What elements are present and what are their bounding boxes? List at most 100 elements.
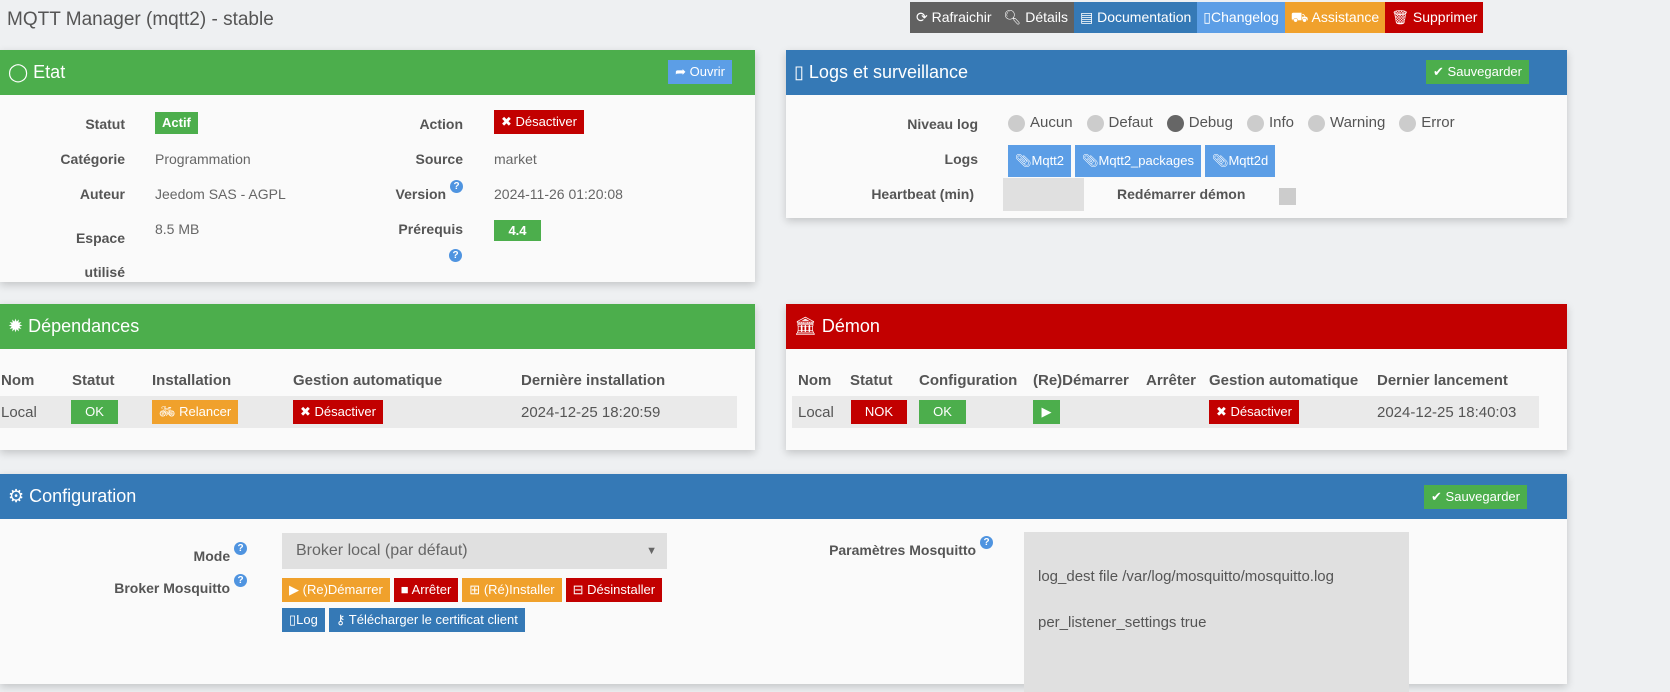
params-line: per_listener_settings true (1038, 614, 1207, 631)
refresh-label: Rafraichir (931, 9, 992, 25)
assistance-label: Assistance (1311, 9, 1380, 25)
demon-deactivate-label: Désactiver (1230, 404, 1292, 419)
open-button[interactable]: ➦ Ouvrir (668, 60, 732, 84)
heartbeat-label: Heartbeat (min) (871, 186, 974, 202)
column-header: Dernière installation (521, 372, 666, 389)
broker-start-button[interactable]: ▶ (Re)Démarrer (282, 578, 390, 602)
column-header: (Re)Démarrer (1033, 372, 1129, 389)
broker-log-button[interactable]: ▯Log (282, 608, 325, 632)
times-icon: ✖ (300, 404, 311, 419)
column-header: Gestion automatique (293, 372, 443, 389)
radio-icon (1246, 114, 1264, 132)
config-save-button[interactable]: ✔ Sauvegarder (1424, 485, 1527, 509)
toolbar: ⟳ Rafraichir 🔍︎ Détails ▤ Documentation … (910, 2, 1484, 33)
start-daemon-button[interactable]: ▶ (1033, 400, 1060, 424)
radio-icon (1399, 114, 1417, 132)
log-level-radio-defaut[interactable]: Defaut (1086, 114, 1153, 132)
log-level-radio-aucun[interactable]: Aucun (1008, 114, 1073, 132)
espace-label: Espace utilisé (75, 230, 125, 280)
deps-deactivate-button[interactable]: ✖ Désactiver (293, 400, 383, 424)
play-icon: ▶ (289, 582, 299, 597)
gear-icon: ✹ (8, 316, 24, 336)
documentation-button[interactable]: ▤ Documentation (1074, 2, 1198, 33)
log-level-radio-debug[interactable]: Debug (1166, 114, 1233, 132)
broker-uninstall-button[interactable]: ⊟ Désinstaller (565, 578, 663, 602)
logs-save-button[interactable]: ✔ Sauvegarder (1426, 60, 1529, 84)
bicycle-icon: 🚲︎ (159, 404, 176, 419)
help-icon[interactable]: ? (980, 536, 993, 549)
deps-last-install: 2024-12-25 18:20:59 (521, 404, 661, 421)
refresh-button[interactable]: ⟳ Rafraichir (910, 2, 998, 33)
categorie-value: Programmation (155, 151, 251, 167)
logs-title: Logs et surveillance (808, 62, 969, 82)
assistance-button[interactable]: ⛟ Assistance (1284, 2, 1386, 33)
logs-save-label: Sauvegarder (1447, 64, 1522, 79)
logs-label: Logs (944, 151, 978, 167)
params-textarea[interactable]: log_dest file /var/log/mosquitto/mosquit… (1024, 532, 1409, 692)
log-button-mqtt2d[interactable]: 📎︎Mqtt2d (1204, 145, 1276, 177)
log-level-radio-error[interactable]: Error (1399, 114, 1455, 132)
help-icon[interactable]: ? (449, 249, 462, 262)
broker-install-label: (Ré)Installer (483, 582, 555, 597)
bank-icon: 🏛︎ (794, 316, 817, 336)
broker-buttons-2: ▯Log ⚷ Télécharger le certificat client (282, 608, 525, 632)
log-button-mqtt2[interactable]: 📎︎Mqtt2 (1008, 145, 1072, 177)
restart-daemon-checkbox[interactable] (1279, 188, 1296, 205)
broker-stop-button[interactable]: ■ Arrêter (393, 578, 459, 602)
help-icon[interactable]: ? (234, 542, 247, 555)
broker-label: Broker Mosquitto (114, 580, 231, 596)
broker-start-label: (Re)Démarrer (302, 582, 383, 597)
action-label: Action (419, 116, 463, 132)
log-level-label: Warning (1329, 114, 1386, 131)
radio-icon (1166, 114, 1184, 132)
file-code-icon: ▯ (1203, 9, 1212, 25)
check-circle-icon: ✔ (1431, 489, 1442, 504)
deps-status-badge: OK (71, 400, 118, 424)
logs-panel: ▯ Logs et surveillance ✔ Sauvegarder Niv… (786, 50, 1567, 218)
times-icon: ✖ (1216, 404, 1227, 419)
help-icon[interactable]: ? (234, 574, 247, 587)
prerequis-label: Prérequis (398, 221, 463, 237)
dependances-panel: ✹ Dépendances Nom Statut Installation Gesti… (0, 304, 755, 450)
deps-title: Dépendances (28, 316, 140, 336)
broker-install-button[interactable]: ⊞ (Ré)Installer (462, 578, 562, 602)
log-level-radio-info[interactable]: Info (1246, 114, 1294, 132)
demon-deactivate-button[interactable]: ✖ Désactiver (1209, 400, 1299, 424)
relaunch-button[interactable]: 🚲︎ Relancer (152, 400, 239, 424)
log-level-radio-warning[interactable]: Warning (1307, 114, 1386, 132)
etat-header: ◯ Etat ➦ Ouvrir (0, 50, 755, 95)
cogs-icon: ⚙ (8, 486, 25, 506)
source-value: market (494, 151, 537, 167)
log-level-label: Info (1268, 114, 1294, 131)
deactivate-plugin-button[interactable]: ✖ Désactiver (494, 110, 584, 134)
log-buttons: 📎︎Mqtt2 📎︎Mqtt2_packages 📎︎Mqtt2d (1008, 145, 1276, 177)
log-button-mqtt2_packages[interactable]: 📎︎Mqtt2_packages (1075, 145, 1201, 177)
broker-stop-label: Arrêter (411, 582, 452, 597)
ambulance-icon: ⛟ (1290, 9, 1309, 25)
column-header: Nom (1, 372, 35, 389)
share-icon: ➦ (675, 64, 686, 79)
column-header: Gestion automatique (1209, 372, 1359, 389)
config-title: Configuration (29, 486, 137, 506)
mode-select[interactable]: Broker local (par défaut) ▼ (282, 533, 667, 569)
details-button[interactable]: 🔍︎ Détails (997, 2, 1074, 33)
relaunch-label: Relancer (179, 404, 232, 419)
download-cert-button[interactable]: ⚷ Télécharger le certificat client (328, 608, 525, 632)
help-icon[interactable]: ? (450, 180, 463, 193)
demon-config-badge: OK (919, 400, 966, 424)
espace-value: 8.5 MB (155, 221, 200, 237)
etat-panel: ◯ Etat ➦ Ouvrir Statut Actif Catégorie P… (0, 50, 755, 282)
search-icon: 🔍︎ (1003, 9, 1022, 25)
changelog-button[interactable]: ▯Changelog (1197, 2, 1285, 33)
radio-icon (1008, 114, 1025, 132)
version-label: Version (395, 186, 447, 202)
mode-label: Mode (193, 548, 231, 564)
niveau-log-label: Niveau log (907, 116, 978, 132)
paperclip-icon: 📎︎ (1082, 153, 1099, 168)
radio-icon (1307, 114, 1325, 132)
delete-button[interactable]: 🗑︎ Supprimer (1385, 2, 1484, 33)
column-header: Arrêter (1146, 372, 1197, 389)
column-header: Nom (798, 372, 832, 389)
heartbeat-input[interactable] (1003, 178, 1084, 211)
page-title: MQTT Manager (mqtt2) - stable (7, 9, 274, 30)
